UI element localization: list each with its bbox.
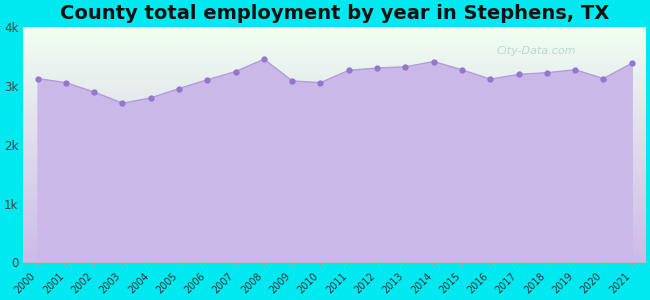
Text: City-Data.com: City-Data.com <box>497 46 576 56</box>
Title: County total employment by year in Stephens, TX: County total employment by year in Steph… <box>60 4 609 23</box>
